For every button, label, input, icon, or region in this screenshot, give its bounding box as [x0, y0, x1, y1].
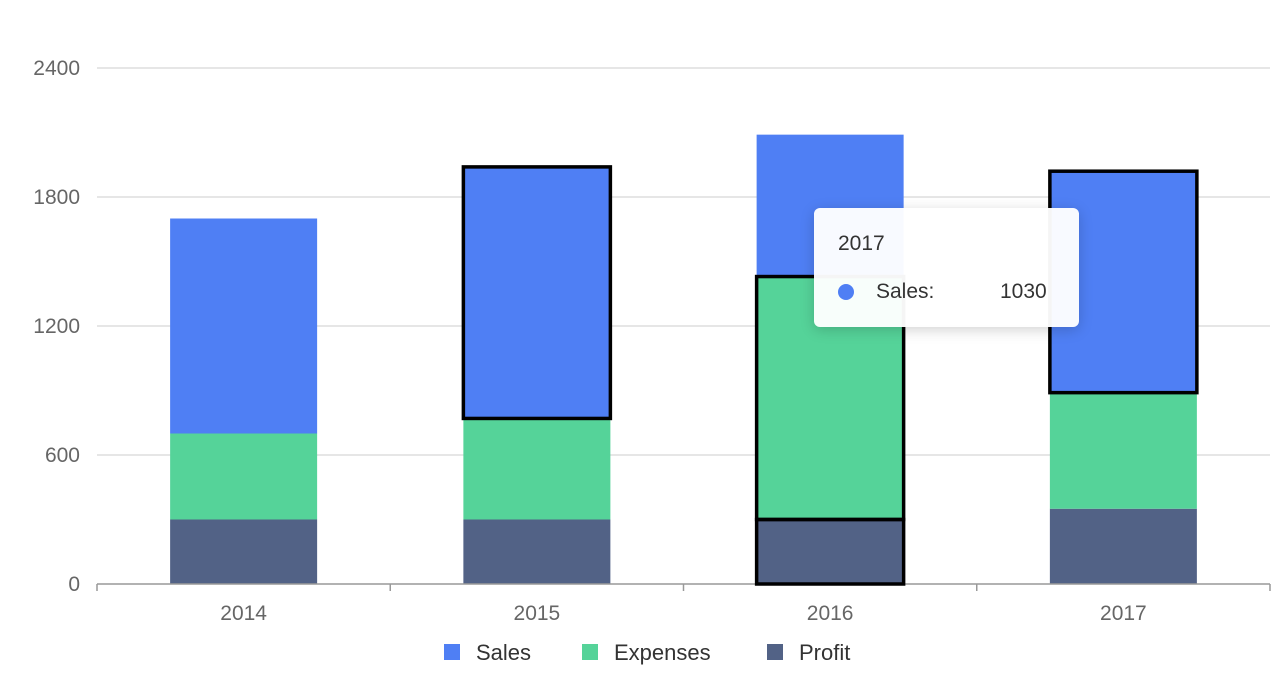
bar-profit-2017	[1049, 508, 1197, 584]
y-tick-label: 1200	[33, 315, 80, 338]
y-tick-label: 2400	[33, 57, 80, 80]
x-tick-label: 2017	[1100, 602, 1147, 625]
legend-label-sales: Sales	[476, 640, 531, 665]
legend-label-profit: Profit	[799, 640, 850, 665]
bar-expenses-2017	[1049, 392, 1197, 509]
tooltip-series-marker	[838, 284, 854, 300]
x-tick-label: 2016	[807, 602, 854, 625]
bar-sales-2014	[170, 218, 318, 434]
bar-expenses-2014	[170, 433, 318, 520]
legend-swatch-expenses	[582, 644, 598, 660]
y-tick-label: 0	[68, 573, 80, 596]
legend-label-expenses: Expenses	[614, 640, 711, 665]
legend-item-profit: Profit	[767, 640, 850, 665]
bar-profit-2015	[463, 519, 611, 584]
legend-swatch-profit	[767, 644, 783, 660]
y-tick-label: 600	[45, 444, 80, 467]
legend-swatch-sales	[444, 644, 460, 660]
x-tick-label: 2015	[514, 602, 561, 625]
bar-expenses-2015	[463, 418, 611, 520]
tooltip-row: Sales: 1030	[838, 278, 1055, 306]
bar-profit-2014	[170, 519, 318, 584]
x-tick-label: 2014	[220, 602, 267, 625]
y-tick-label: 1800	[33, 186, 80, 209]
highlight-outline-sales-2015	[461, 165, 613, 421]
bar-sales-2015	[463, 166, 611, 419]
chart-tooltip: 2017 Sales: 1030	[814, 208, 1079, 327]
legend-item-expenses: Expenses	[582, 640, 711, 665]
legend-item-sales: Sales	[444, 640, 531, 665]
tooltip-title: 2017	[838, 232, 885, 255]
tooltip-series-label: Sales:	[876, 280, 935, 303]
tooltip-value: 1030	[1000, 280, 1047, 303]
bar-profit-2016	[756, 519, 904, 584]
